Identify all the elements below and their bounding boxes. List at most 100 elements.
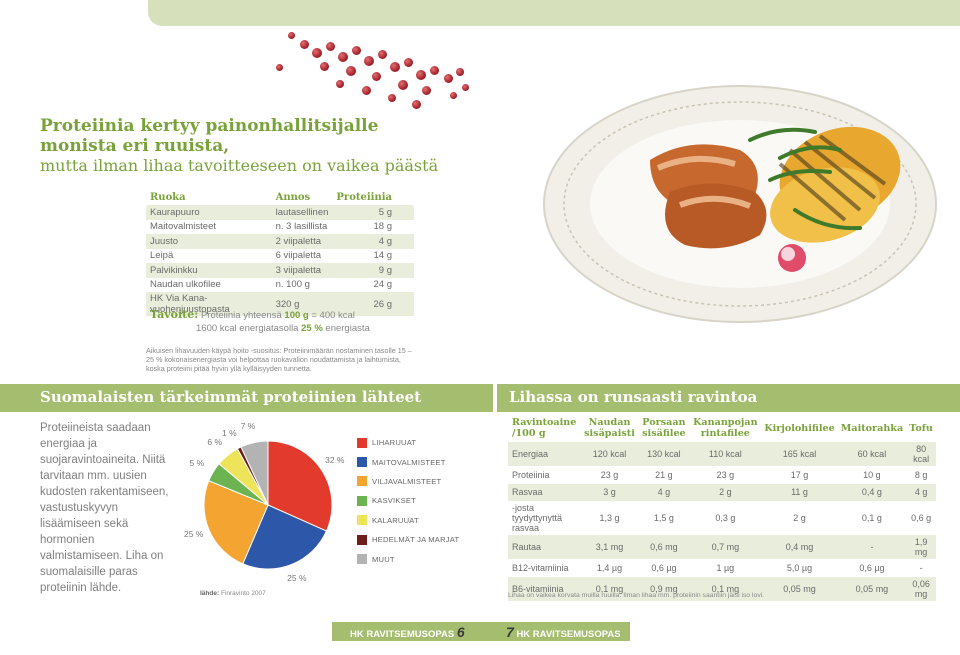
- table-cell: Energiaa: [508, 442, 581, 466]
- table-cell: 1,3 g: [599, 513, 620, 523]
- table-cell: 3 viipaletta: [271, 263, 333, 278]
- recommendation-note: Aikuisen lihavuuden käypä hoito -suositu…: [146, 346, 412, 373]
- chart-source: lähde: Finravinto 2007: [200, 590, 266, 597]
- table-row: Rautaa 3,1 mg 0,6 mg 0,7 mg 0,4 mg -1,9 mg: [508, 535, 936, 559]
- table-row: B6-vitamiinia 0,1 mg 0,9 mg 0,1 mg 0,05 mg 0,…: [508, 576, 936, 601]
- legend-swatch: [357, 437, 367, 448]
- legend-swatch: [357, 534, 367, 545]
- table-cell: 0,3 g: [715, 513, 736, 523]
- table-row: Energiaa 120 kcal 130 kcal 110 kcal 165 kcal…: [508, 442, 936, 466]
- table-cell: 120 kcal: [580, 442, 639, 466]
- legend-swatch: [357, 476, 367, 487]
- protein-info-text: Proteiineista saadaan energiaa ja suojar…: [40, 422, 169, 594]
- table-cell: 60 kcal: [837, 442, 907, 466]
- table-cell: -: [837, 535, 907, 559]
- column-header: Kirjolohifilee: [764, 422, 835, 434]
- table-cell: 0,05 mg: [837, 576, 907, 601]
- legend-label: MAITOVALMISTEET: [372, 457, 446, 467]
- table-cell: 23 g: [716, 469, 735, 480]
- protein-goal: Tavoite: Proteiinia yhteensä 100 g = 400…: [150, 308, 420, 334]
- table-cell: Juusto: [146, 234, 272, 249]
- table-cell: 0,6 µg: [859, 562, 885, 573]
- pie-value-label: 7 %: [240, 420, 256, 431]
- table-cell: 24 g: [373, 279, 393, 291]
- pie-legend: LIHARUUAT MAITOVALMISTEET VILJAVALMISTEE…: [357, 433, 507, 569]
- goal-amount: 100 g: [284, 310, 309, 321]
- legend-swatch: [357, 515, 367, 526]
- table-cell: 110 kcal: [689, 442, 762, 466]
- table-cell: 0,1 mg: [580, 576, 639, 601]
- legend-item: KALARUUAT: [357, 511, 507, 530]
- legend-item: MUUT: [357, 549, 507, 568]
- table-row: Palvikinkku 3 viipaletta 9 g: [146, 263, 414, 278]
- protein-sources-pie-chart: [203, 440, 333, 570]
- table-cell: 130 kcal: [638, 442, 690, 466]
- pie-value-label: 6 %: [207, 437, 223, 447]
- legend-item: LIHARUUAT: [357, 433, 507, 452]
- pie-value-label: 5 %: [189, 457, 205, 468]
- table-cell: 11 g: [761, 483, 838, 501]
- legend-item: MAITOVALMISTEET: [357, 452, 507, 471]
- table-cell: 9 g: [332, 263, 414, 278]
- table-cell: Kaurapuuro: [146, 205, 272, 220]
- table-cell: 0,7 mg: [689, 535, 762, 559]
- table-cell: 0,4 g: [837, 483, 907, 501]
- top-decor-bar: [148, 0, 960, 26]
- column-header: Maitorahka: [840, 422, 904, 434]
- legend-swatch: [357, 495, 367, 506]
- table-cell: 3,1 mg: [580, 535, 639, 559]
- table-row: -josta tyydyttynyttä rasvaa 1,3 g 1,5 g 0,3…: [508, 501, 936, 535]
- legend-item: VILJAVALMISTEET: [357, 472, 507, 491]
- legend-swatch: [357, 457, 367, 468]
- footer-right: 7 HK RAVITSEMUSOPAS: [506, 624, 621, 640]
- table-cell: n. 100 g: [275, 279, 310, 291]
- table-cell: 6 viipaletta: [275, 250, 321, 262]
- legend-item: KASVIKSET: [357, 491, 507, 510]
- column-header: Porsaan sisäfilee: [642, 417, 686, 439]
- table-header-row: Ravintoaine /100 g Naudan sisäpaisti Por…: [508, 414, 936, 442]
- protein-sources-table: Ruoka Annos Proteiinia Kaurapuuro lautas…: [146, 190, 414, 316]
- table-cell: 5,0 µg: [786, 562, 813, 573]
- table-cell: 4 g: [906, 483, 936, 501]
- pie-slice-7: [240, 440, 269, 506]
- table-cell: 8 g: [914, 469, 928, 480]
- table-row: Juusto 2 viipaletta 4 g: [146, 234, 414, 249]
- nutrition-note: Lihaa on vaikea korvata muilla ruuilla. …: [508, 592, 765, 599]
- table-cell: 0,6 µg: [651, 562, 677, 573]
- nutrition-table: Ravintoaine /100 g Naudan sisäpaisti Por…: [508, 414, 936, 601]
- table-cell: 21 g: [655, 469, 673, 480]
- table-cell: Maitovalmisteet: [150, 221, 216, 233]
- title-line-2: monista eri ruuista,: [40, 136, 230, 156]
- goal-label: Tavoite:: [150, 308, 199, 321]
- table-cell: 0,06 mg: [906, 576, 936, 601]
- table-row: Leipä 6 viipaletta 14 g: [146, 249, 414, 264]
- title-line-3: mutta ilman lihaa tavoitteeseen on vaike…: [40, 156, 439, 175]
- table-cell: B6-vitamiinia: [508, 576, 581, 601]
- section-band-meat-nutrition: Lihassa on runsaasti ravintoa: [497, 384, 960, 412]
- table-cell: lautasellinen: [271, 205, 333, 220]
- legend-label: MUUT: [372, 554, 395, 564]
- page-number: 7: [506, 623, 514, 640]
- column-header: Kananpojan rintafilee: [693, 417, 758, 439]
- table-cell: 80 kcal: [906, 442, 936, 466]
- table-cell: 5 g: [332, 205, 414, 220]
- table-cell: 1,4 µg: [596, 562, 623, 573]
- table-cell: 2 g: [689, 483, 762, 501]
- table-cell: 0,1 g: [861, 513, 882, 523]
- table-cell: -josta tyydyttynyttä rasvaa: [512, 503, 563, 533]
- table-cell: 17 g: [790, 469, 809, 480]
- page-title: Proteiinia kertyy painonhallitsijalle mo…: [40, 116, 460, 176]
- pie-value-label: 32 %: [325, 455, 345, 466]
- legend-swatch: [357, 554, 367, 565]
- pie-value-label: 25 %: [183, 529, 204, 540]
- table-cell: Leipä: [150, 250, 174, 262]
- table-cell: 3 g: [580, 483, 639, 501]
- table-cell: 0,05 mg: [761, 576, 838, 601]
- column-header: Tofu: [909, 422, 933, 434]
- table-cell: 23 g: [600, 469, 619, 480]
- column-header: Annos: [275, 192, 311, 203]
- table-cell: 14 g: [373, 250, 393, 262]
- page-number: 6: [456, 623, 465, 640]
- table-cell: 0,1 mg: [689, 576, 762, 601]
